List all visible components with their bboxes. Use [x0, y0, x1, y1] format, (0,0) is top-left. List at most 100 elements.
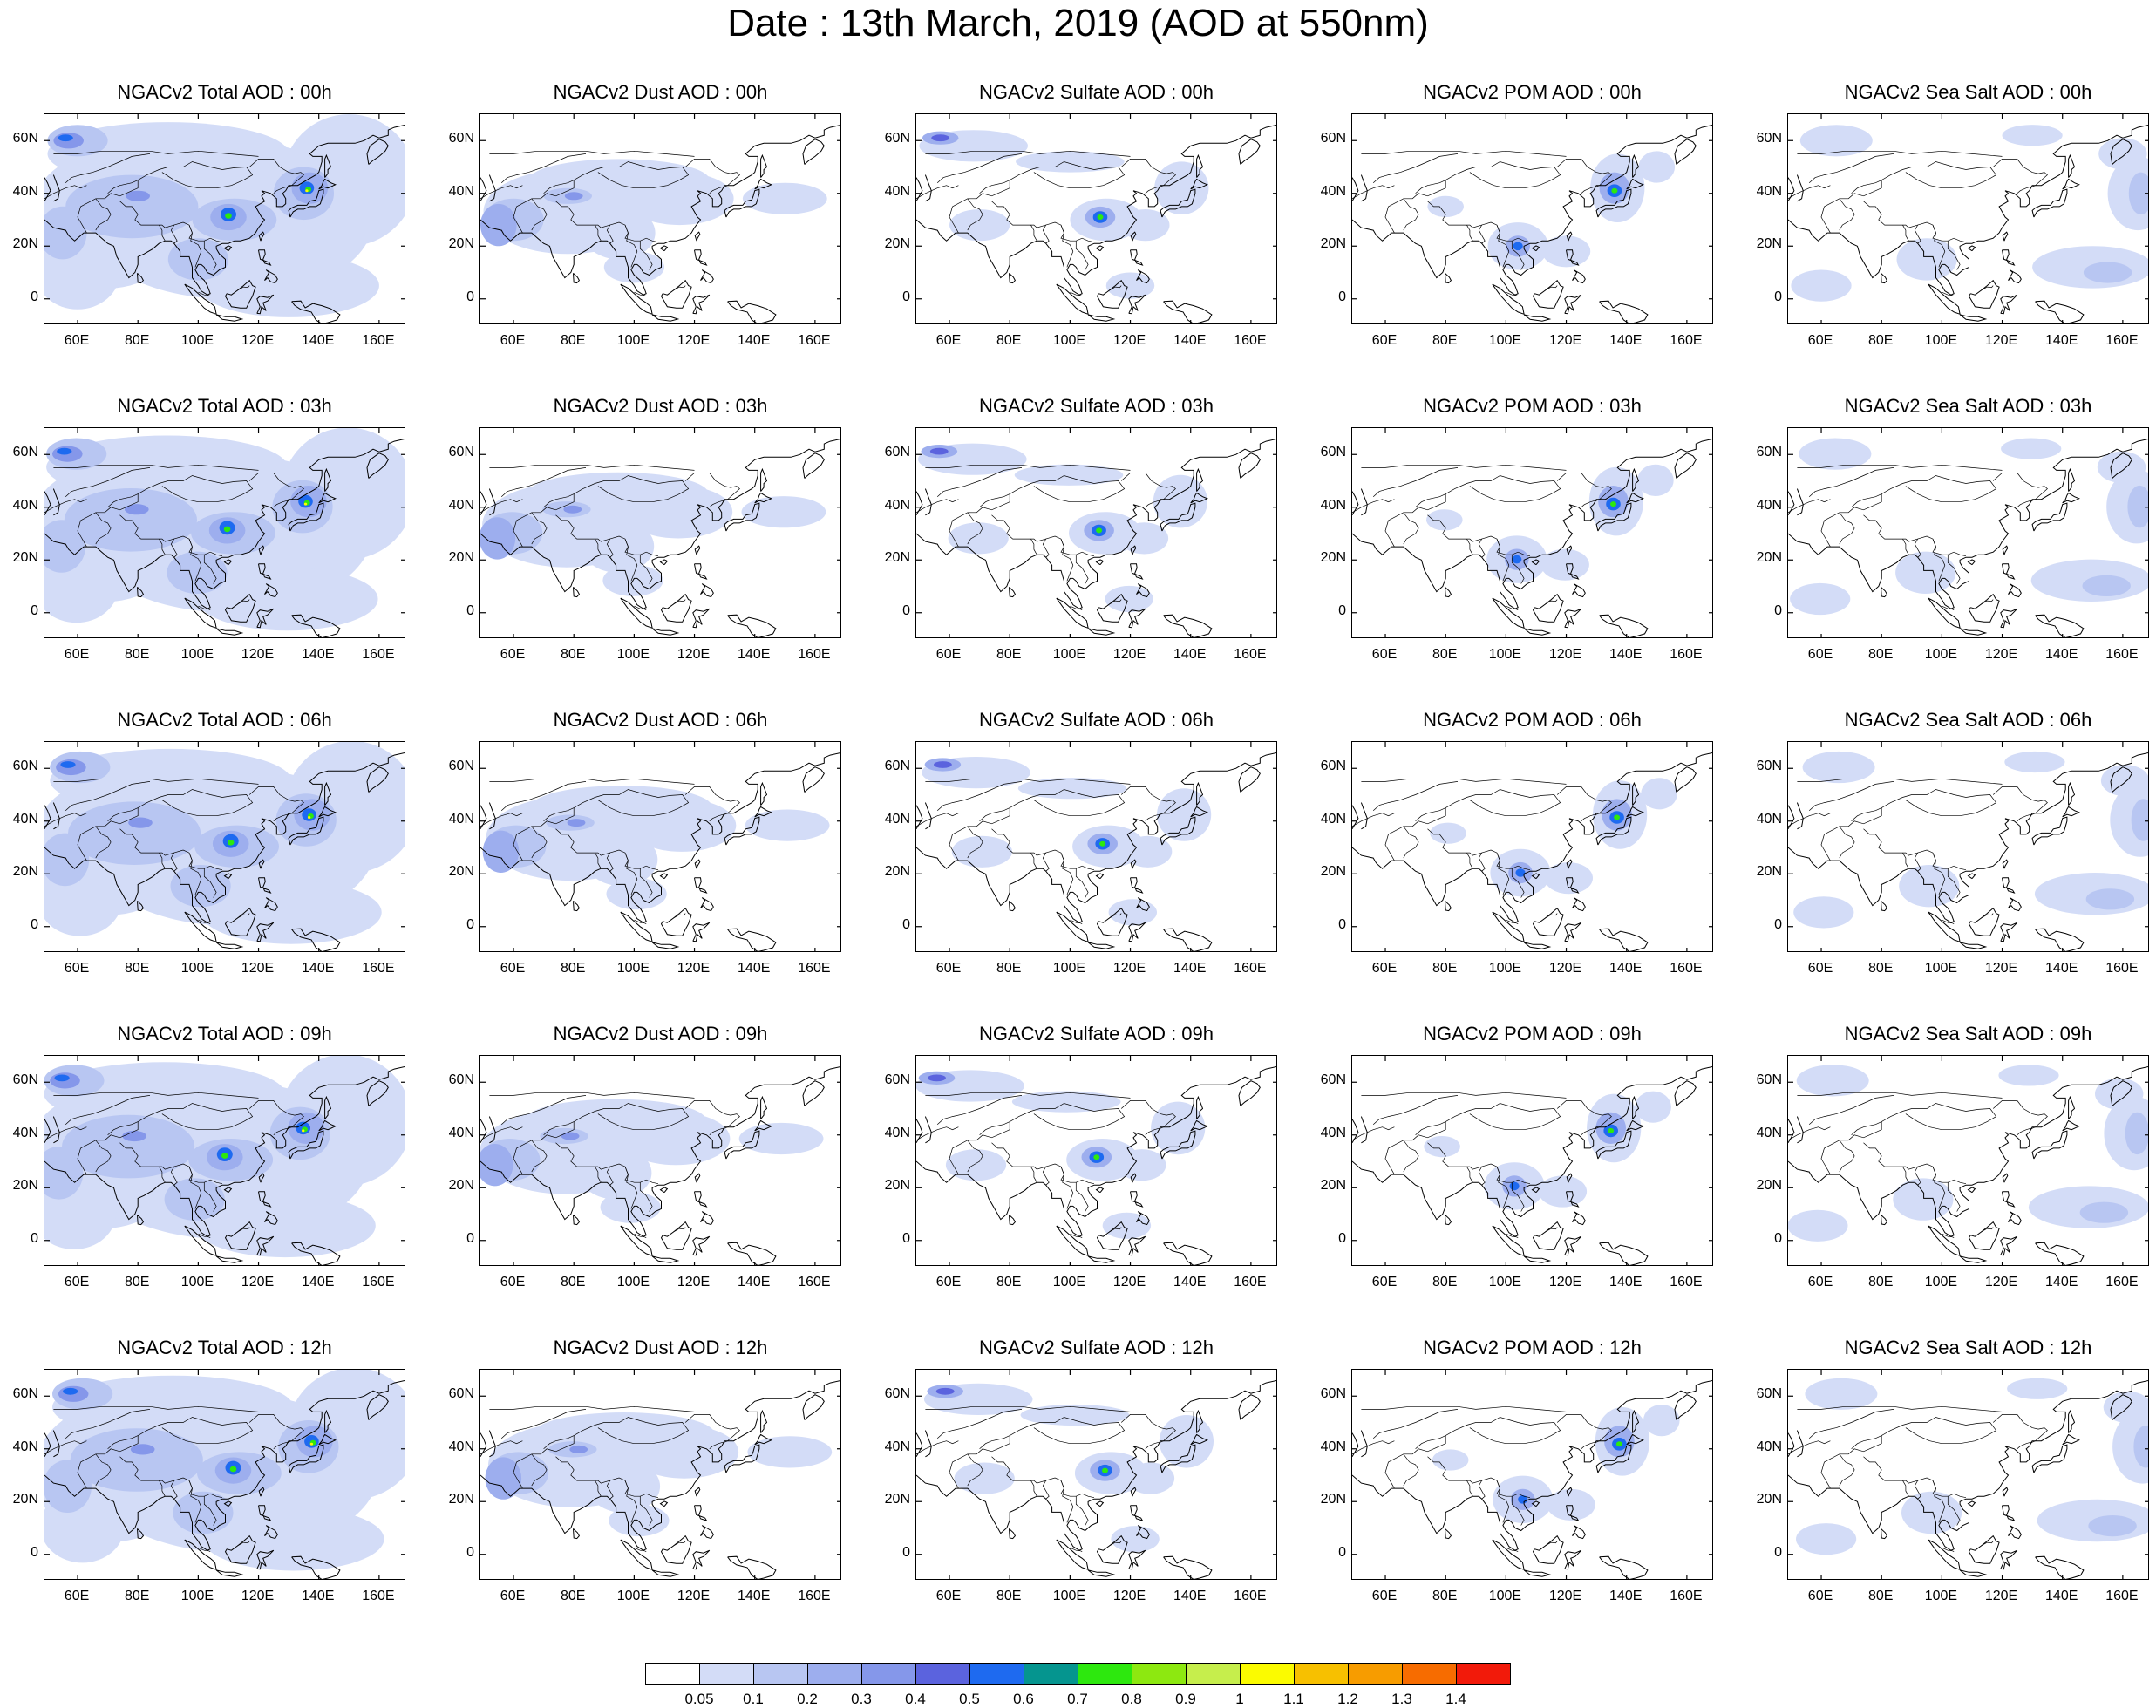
coastline [1566, 563, 1580, 580]
country-border [480, 1126, 523, 1141]
aod-cell [1097, 214, 1104, 220]
coastline [291, 1242, 341, 1265]
country-border [2017, 1127, 2033, 1136]
coastline [1087, 314, 1116, 322]
country-border [1030, 224, 1037, 242]
country-border [1981, 913, 1994, 919]
map-frame [1787, 741, 2149, 952]
coastline [318, 1433, 337, 1446]
lon-label: 60E [500, 1589, 526, 1603]
lat-label: 0 [1774, 289, 1782, 304]
lon-label: 160E [798, 1275, 831, 1290]
lat-label: 0 [902, 1544, 910, 1560]
coastline [1136, 269, 1150, 284]
coastline [224, 1534, 256, 1564]
map-frame [44, 427, 405, 638]
lon-label: 100E [1052, 333, 1086, 348]
lat-label: 20N [448, 1178, 474, 1194]
coastline [1087, 942, 1116, 949]
country-border [188, 852, 202, 895]
coastline [1087, 628, 1116, 636]
country-border [639, 1182, 653, 1212]
lat-label: 60N [12, 1386, 38, 1402]
lon-label: 140E [2045, 1275, 2078, 1290]
lon-label: 60E [1371, 961, 1398, 976]
country-border [1030, 852, 1037, 869]
lon-label: 100E [616, 961, 650, 976]
coastline [2031, 502, 2068, 532]
coastline [1352, 1380, 1712, 1551]
coastline [1352, 177, 1359, 202]
coastline [258, 1173, 265, 1183]
coastline [1136, 1525, 1150, 1540]
country-border [65, 1095, 151, 1125]
colorbar-swatch [807, 1663, 862, 1685]
country-border [273, 813, 289, 822]
aod-cell [201, 881, 382, 944]
lon-label: 100E [1924, 647, 1958, 662]
coastline [1128, 1235, 1146, 1256]
aod-cell [2133, 1426, 2148, 1468]
country-border [1545, 599, 1558, 605]
coastline [1968, 1221, 2000, 1250]
coastline [1532, 1221, 1564, 1250]
aod-cell [1118, 1149, 1166, 1181]
colorbar-swatch [861, 1663, 916, 1685]
lat-label: 0 [1774, 1230, 1782, 1246]
coastline [1968, 593, 2000, 623]
lon-label: 100E [1488, 1275, 1522, 1290]
country-border [1496, 224, 1510, 268]
coastline [1796, 488, 1804, 516]
country-border [531, 1453, 548, 1487]
country-border [673, 285, 686, 291]
country-border [639, 868, 653, 898]
aod-cell [1105, 272, 1155, 299]
country-border [555, 1142, 659, 1185]
lon-label: 100E [180, 1589, 214, 1603]
coastline [1190, 178, 1208, 190]
country-border [979, 493, 1010, 508]
aod-cell [303, 502, 308, 506]
coastline [659, 1187, 669, 1194]
coastline [1599, 928, 1649, 951]
coastline [215, 1569, 244, 1577]
country-border [606, 538, 614, 558]
country-border [673, 913, 686, 919]
coastline [1352, 1066, 1712, 1237]
coastline [288, 816, 324, 846]
coastline [1788, 491, 1795, 516]
map-frame [1787, 1055, 2149, 1266]
coastline [2002, 1487, 2009, 1497]
coastline [480, 491, 487, 516]
lat-label: 60N [884, 131, 910, 146]
country-border [500, 153, 587, 183]
aod-cell [582, 520, 655, 573]
aod-cell [1899, 865, 1960, 908]
country-border [1839, 1453, 1855, 1487]
aod-map [916, 1370, 1276, 1579]
lat-label: 60N [884, 445, 910, 460]
country-border [1942, 291, 1955, 297]
country-border [1863, 514, 1967, 557]
coastline [1959, 1255, 1988, 1263]
country-border [159, 224, 166, 242]
panel-title: NGACv2 Sulfate AOD : 06h [978, 709, 1214, 731]
country-border [1932, 852, 1946, 895]
country-border [979, 1121, 1010, 1136]
country-border [1496, 1166, 1510, 1209]
aod-cell [588, 1460, 661, 1513]
coastline [1595, 502, 1632, 532]
country-border [936, 1095, 1023, 1125]
coastline [1360, 1116, 1368, 1144]
coastline [700, 269, 714, 284]
aod-cell [1796, 1523, 1857, 1555]
country-border [1466, 224, 1473, 242]
country-border [44, 813, 87, 827]
coastline [2035, 614, 2085, 637]
aod-cell [198, 254, 379, 317]
coastline [366, 1080, 389, 1106]
coastline [1959, 942, 1988, 949]
aod-cell [569, 1445, 588, 1453]
map-frame [44, 1369, 405, 1580]
coastline [1238, 1080, 1261, 1106]
